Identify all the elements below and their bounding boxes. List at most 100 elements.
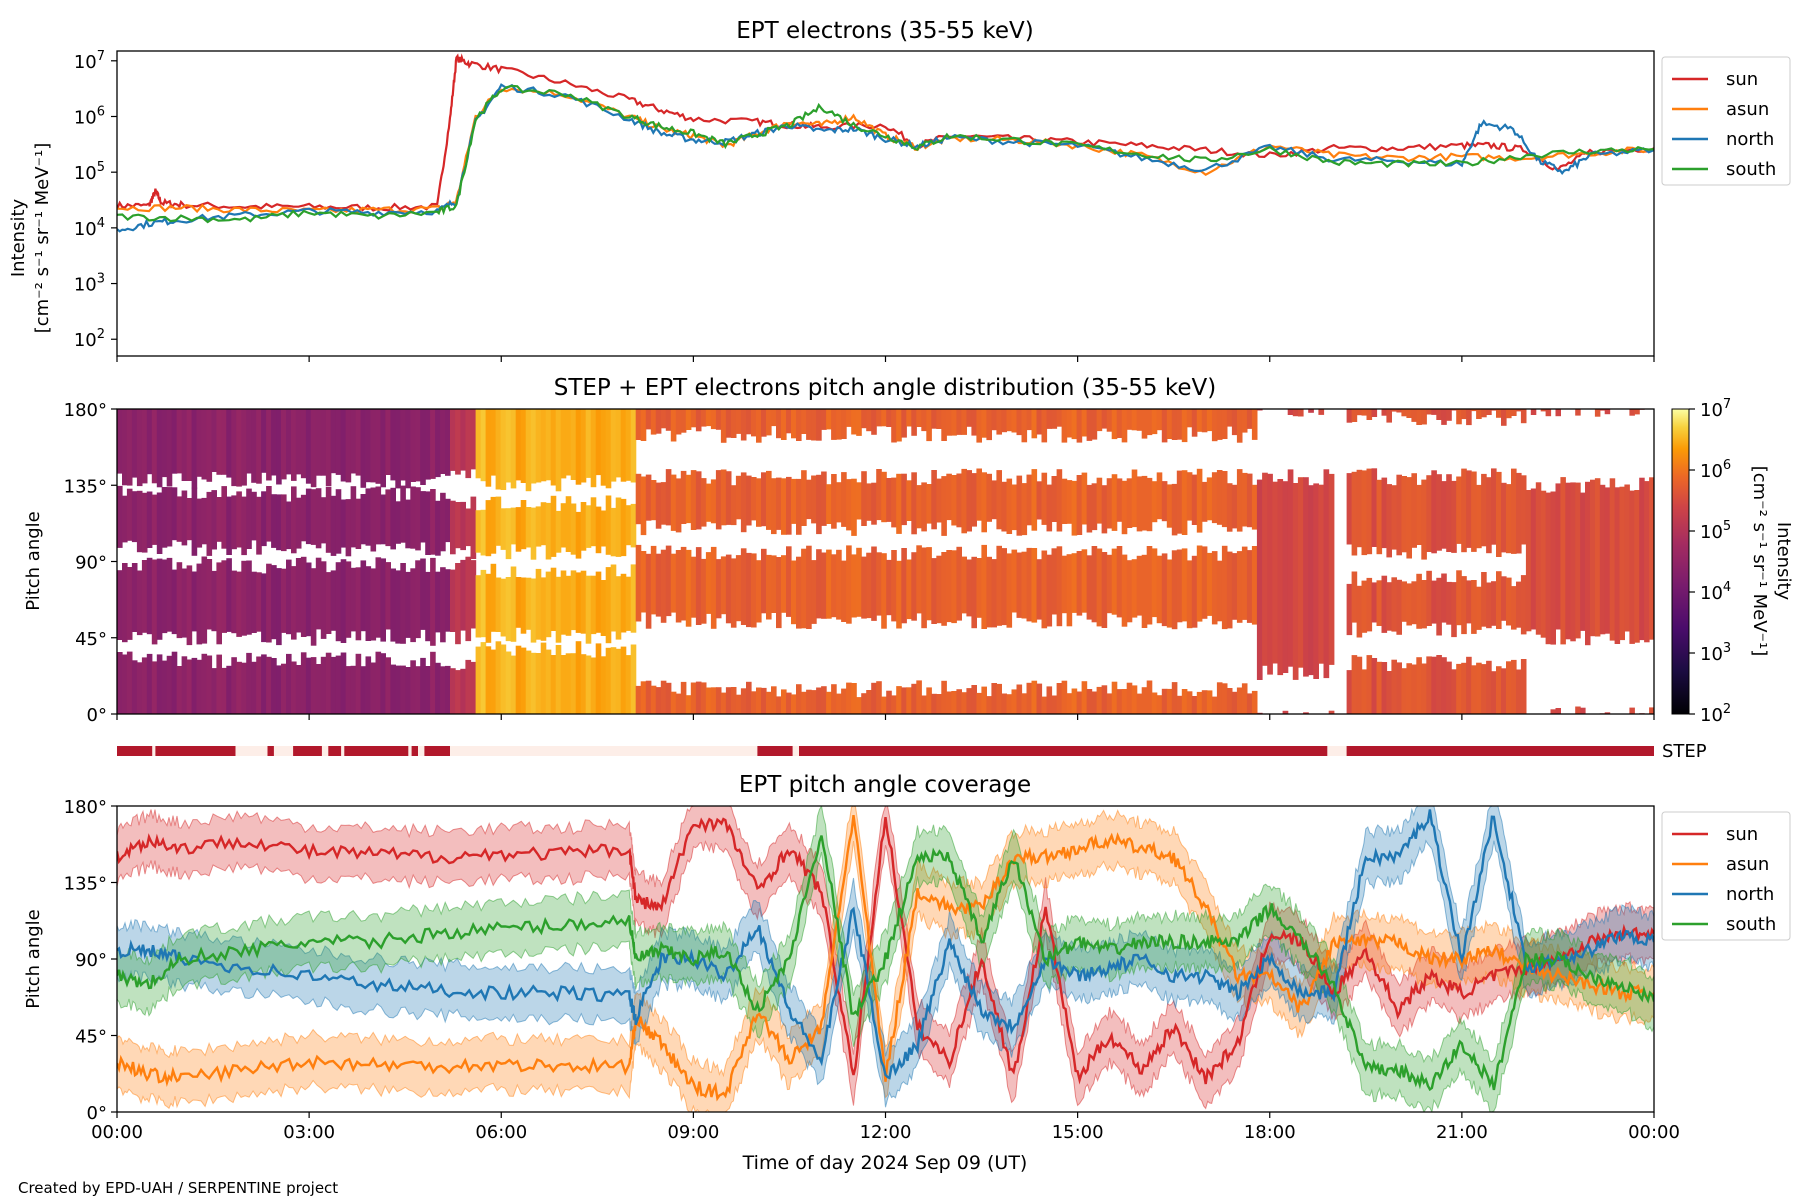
- heatmap-cell: [891, 695, 897, 714]
- heatmap-cell: [1216, 560, 1223, 622]
- heatmap-cell: [1506, 661, 1512, 714]
- heatmap-cell: [241, 662, 247, 714]
- heatmap-cell: [201, 409, 208, 480]
- colorbar-tick-label: 104: [1700, 580, 1731, 604]
- heatmap-cell: [505, 409, 512, 483]
- heatmap-cell: [1361, 470, 1368, 556]
- heatmap-cell: [1231, 409, 1238, 436]
- heatmap-cell: [131, 491, 138, 543]
- heatmap-cell: [510, 409, 517, 489]
- colorbar-label-line1: Intensity: [1773, 522, 1794, 601]
- heatmap-cell: [1046, 484, 1053, 532]
- heatmap-cell: [186, 659, 193, 714]
- heatmap-cell: [700, 478, 707, 527]
- heatmap-cell: [141, 492, 148, 553]
- heatmap-cell: [1001, 548, 1007, 626]
- heatmap-cell: [1031, 469, 1038, 531]
- heatmap-cell: [1496, 571, 1502, 629]
- step-available-bar: [293, 746, 322, 756]
- heatmap-cell: [1061, 409, 1068, 443]
- heatmap-cell: [256, 572, 262, 632]
- heatmap-cell: [811, 560, 817, 624]
- heatmap-cell: [821, 409, 827, 430]
- heatmap-cell: [1599, 484, 1606, 635]
- heatmap-cell: [1181, 689, 1188, 714]
- heatmap-cell: [710, 687, 717, 714]
- heatmap-cell: [781, 478, 787, 535]
- heatmap-cell: [555, 645, 562, 714]
- heatmap-cell: [1303, 712, 1309, 714]
- heatmap-cell: [1604, 487, 1611, 634]
- heatmap-cell: [951, 550, 957, 624]
- heatmap-cell: [1091, 546, 1098, 623]
- heatmap-cell: [495, 641, 502, 714]
- y-tick-label: 45°: [75, 1027, 107, 1048]
- heatmap-cell: [675, 478, 682, 533]
- heatmap-cell: [620, 498, 627, 557]
- heatmap-cell: [460, 409, 466, 471]
- heatmap-cell: [891, 477, 897, 528]
- heatmap-cell: [605, 495, 612, 555]
- heatmap-cell: [226, 496, 232, 555]
- heatmap-cell: [876, 552, 882, 616]
- heatmap-cell: [1639, 477, 1645, 641]
- heatmap-cell: [535, 506, 542, 547]
- heatmap-cell: [640, 681, 647, 714]
- heatmap-cell: [1096, 409, 1103, 432]
- heatmap-cell: [1101, 485, 1108, 534]
- heatmap-cell: [1051, 476, 1058, 522]
- heatmap-cell: [695, 471, 702, 530]
- heatmap-cell: [266, 486, 272, 542]
- heatmap-cell: [585, 575, 592, 644]
- heatmap-cell: [355, 653, 362, 714]
- heatmap-cell: [435, 409, 441, 478]
- heatmap-cell: [1076, 409, 1083, 443]
- heatmap-cell: [816, 474, 822, 535]
- heatmap-cell: [1096, 686, 1103, 714]
- heatmap-cell: [161, 559, 168, 634]
- heatmap-cell: [540, 502, 547, 546]
- heatmap-cell: [816, 687, 822, 714]
- heatmap-cell: [370, 487, 377, 552]
- heatmap-cell: [176, 409, 183, 474]
- heatmap-cell: [350, 486, 357, 548]
- heatmap-cell: [1411, 664, 1417, 714]
- heatmap-cell: [156, 492, 163, 554]
- heatmap-cell: [460, 501, 466, 551]
- heatmap-cell: [851, 683, 857, 714]
- heatmap-cell: [1181, 409, 1188, 443]
- heatmap-cell: [300, 652, 307, 714]
- step-available-bars: [117, 746, 1654, 756]
- step-timeline: STEP: [117, 741, 1707, 762]
- heatmap-cell: [455, 670, 461, 714]
- heatmap-cell: [550, 495, 557, 557]
- heatmap-cell: [570, 409, 577, 480]
- heatmap-cell: [385, 489, 391, 547]
- heatmap-cell: [1201, 690, 1208, 714]
- heatmap-cell: [1156, 695, 1163, 714]
- heatmap-cell: [545, 649, 552, 714]
- heatmap-cell: [1226, 688, 1233, 714]
- heatmap-cell: [161, 660, 168, 714]
- heatmap-cell: [1221, 683, 1228, 714]
- heatmap-cell: [625, 576, 632, 631]
- heatmap-cell: [655, 553, 662, 617]
- heatmap-cell: [851, 478, 857, 536]
- heatmap-cell: [1575, 409, 1581, 416]
- heatmap-cell: [1313, 483, 1319, 679]
- heatmap-cell: [1206, 690, 1213, 714]
- heatmap-cell: [310, 489, 317, 545]
- heatmap-cell: [931, 409, 937, 429]
- heatmap-cell: [156, 654, 163, 714]
- heatmap-cell: [595, 506, 602, 554]
- heatmap-cell: [345, 666, 352, 714]
- step-available-bar: [267, 746, 274, 756]
- heatmap-cell: [866, 690, 872, 714]
- heatmap-cell: [575, 641, 582, 714]
- heatmap-cell: [201, 556, 208, 644]
- heatmap-cell: [216, 562, 222, 645]
- heatmap-cell: [1176, 470, 1183, 534]
- heatmap-cell: [675, 409, 682, 435]
- heatmap-cell: [191, 409, 198, 489]
